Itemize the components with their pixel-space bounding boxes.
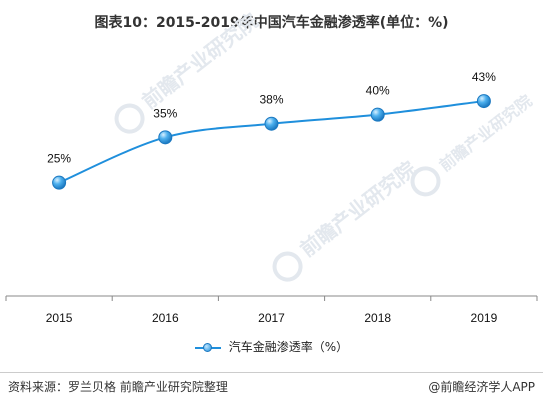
data-point — [476, 94, 491, 109]
x-tick-label: 2019 — [471, 311, 498, 325]
series-line — [58, 100, 485, 184]
x-tick-label-layer: 2015 2016 2017 2018 2019 — [46, 311, 498, 325]
x-tick-label: 2018 — [364, 311, 391, 325]
marker-layer — [52, 94, 491, 190]
legend-swatch — [194, 342, 221, 353]
data-label: 25% — [47, 152, 71, 166]
brand-credit: @前瞻经济学人APP — [428, 380, 535, 394]
data-label: 35% — [153, 106, 177, 120]
data-point — [370, 107, 385, 122]
x-tick-label: 2017 — [258, 311, 285, 325]
x-tick-label: 2016 — [152, 311, 179, 325]
source-note: 资料来源：罗兰贝格 前瞻产业研究院整理 — [8, 380, 228, 394]
chart-title: 图表10：2015-2019年中国汽车金融渗透率(单位：%) — [94, 15, 449, 31]
x-axis — [5, 295, 538, 301]
footer: 资料来源：罗兰贝格 前瞻产业研究院整理 @前瞻经济学人APP — [0, 372, 543, 402]
data-label-layer: 25% 35% 38% 40% 43% — [47, 70, 496, 166]
data-label: 43% — [472, 70, 496, 84]
data-point — [52, 175, 67, 190]
data-point — [158, 130, 173, 145]
data-label: 40% — [366, 84, 390, 98]
series-line-layer — [58, 100, 485, 184]
legend-label: 汽车金融渗透率（%） — [228, 340, 349, 354]
x-tick-label: 2015 — [46, 311, 73, 325]
data-label: 38% — [259, 93, 283, 107]
legend: 汽车金融渗透率（%） — [0, 338, 543, 355]
data-point — [264, 116, 279, 131]
line-chart: 25% 35% 38% 40% 43% 2015 2016 2017 2018 2019 — [5, 70, 538, 325]
